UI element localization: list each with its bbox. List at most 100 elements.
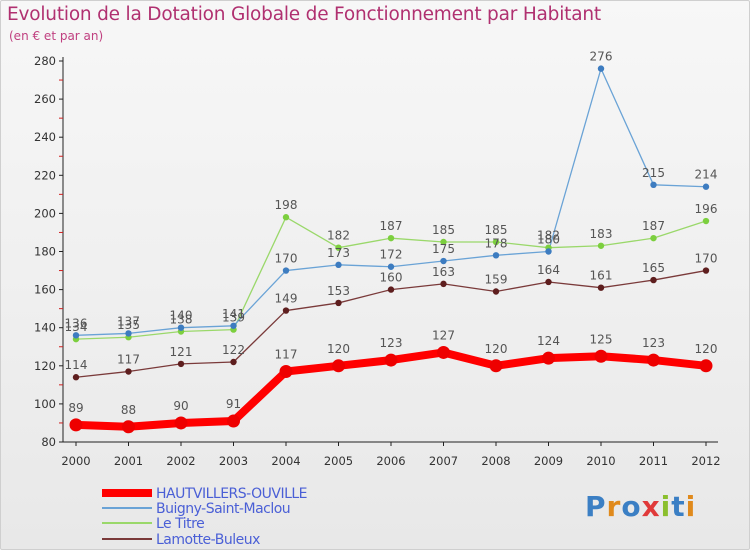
data-point <box>597 242 605 249</box>
data-label: 153 <box>327 284 350 298</box>
data-label: 136 <box>65 316 88 330</box>
data-point <box>545 248 552 255</box>
data-label: 159 <box>485 273 508 287</box>
logo-letter: i <box>660 490 672 523</box>
data-point <box>440 280 447 288</box>
y-tick-label: 220 <box>34 168 56 182</box>
data-point <box>335 299 342 307</box>
data-label: 124 <box>537 334 560 348</box>
legend-label: Lamotte-Buleux <box>156 532 260 548</box>
data-point <box>282 267 290 274</box>
data-label: 173 <box>327 246 350 260</box>
y-tick-label: 80 <box>41 435 56 449</box>
logo-letter: i <box>685 490 697 523</box>
data-label: 170 <box>275 252 298 266</box>
x-tick-label: 2004 <box>271 454 300 468</box>
legend-label: Buigny-Saint-Maclou <box>156 501 290 517</box>
y-tick-label: 100 <box>34 397 56 411</box>
data-label: 127 <box>432 328 455 342</box>
data-label: 138 <box>170 313 193 327</box>
data-label: 185 <box>432 223 455 237</box>
data-label: 120 <box>327 342 350 356</box>
data-point <box>335 244 342 251</box>
data-label: 89 <box>68 401 83 415</box>
data-label: 149 <box>275 292 298 306</box>
logo-letter: P <box>585 490 607 523</box>
x-tick-label: 2009 <box>534 454 563 468</box>
data-point <box>699 359 713 373</box>
x-tick-label: 2003 <box>219 454 248 468</box>
data-label: 165 <box>642 261 665 275</box>
data-label: 88 <box>121 403 136 417</box>
data-label: 198 <box>275 198 298 212</box>
data-point <box>230 322 237 329</box>
logo-letter: o <box>621 490 642 523</box>
data-point <box>125 368 132 375</box>
data-label: 182 <box>537 229 560 243</box>
data-label: 135 <box>117 318 140 332</box>
data-point <box>387 263 395 270</box>
data-label: 134 <box>65 320 88 334</box>
data-label: 178 <box>485 236 508 250</box>
y-tick-label: 160 <box>34 283 56 297</box>
data-point <box>650 181 657 189</box>
data-label: 161 <box>590 269 613 283</box>
data-point <box>702 217 710 225</box>
data-point <box>174 416 188 430</box>
data-label: 214 <box>695 168 718 182</box>
data-point <box>387 234 395 242</box>
data-point <box>492 288 500 295</box>
logo-letter: t <box>671 490 686 523</box>
chart-subtitle: (en € et par an) <box>9 29 104 43</box>
data-point <box>542 351 555 365</box>
y-tick-label: 280 <box>34 54 56 68</box>
data-label: 163 <box>432 265 455 279</box>
data-point <box>125 330 132 337</box>
x-tick-label: 2001 <box>114 454 143 468</box>
data-point <box>437 345 450 359</box>
data-point <box>650 234 657 242</box>
x-tick-label: 2005 <box>324 454 353 468</box>
logo-letter: r <box>606 490 622 523</box>
data-label: 123 <box>380 336 403 350</box>
data-point <box>177 324 185 331</box>
y-tick-label: 240 <box>34 130 56 144</box>
legend-label: Le Titre <box>156 516 204 532</box>
data-label: 123 <box>642 336 665 350</box>
data-point <box>647 353 660 367</box>
y-tick-label: 260 <box>34 92 56 106</box>
data-label: 183 <box>590 227 613 241</box>
data-label: 185 <box>485 223 508 237</box>
x-tick-label: 2010 <box>586 454 615 468</box>
data-label: 196 <box>695 202 718 216</box>
data-label: 160 <box>380 271 403 285</box>
y-tick-label: 200 <box>34 206 56 220</box>
x-tick-label: 2007 <box>429 454 458 468</box>
data-point <box>492 238 500 246</box>
data-label: 120 <box>695 342 718 356</box>
data-point <box>702 267 710 274</box>
x-tick-label: 2012 <box>691 454 720 468</box>
data-label: 117 <box>275 348 298 362</box>
data-label: 187 <box>642 219 665 233</box>
y-tick-label: 120 <box>34 359 56 373</box>
data-label: 164 <box>537 263 560 277</box>
data-label: 276 <box>590 50 613 64</box>
data-point <box>597 284 605 291</box>
data-point <box>69 418 83 432</box>
data-label: 182 <box>327 229 350 243</box>
y-tick-label: 140 <box>34 321 56 335</box>
data-point <box>177 360 185 368</box>
data-point <box>332 359 345 373</box>
data-point <box>545 278 552 286</box>
data-label: 180 <box>537 233 560 247</box>
data-label: 187 <box>380 219 403 233</box>
data-label: 122 <box>222 343 245 357</box>
data-point <box>72 374 80 381</box>
data-point <box>72 332 80 339</box>
x-tick-label: 2002 <box>166 454 195 468</box>
data-point <box>594 349 608 363</box>
series-line-1 <box>75 67 707 336</box>
